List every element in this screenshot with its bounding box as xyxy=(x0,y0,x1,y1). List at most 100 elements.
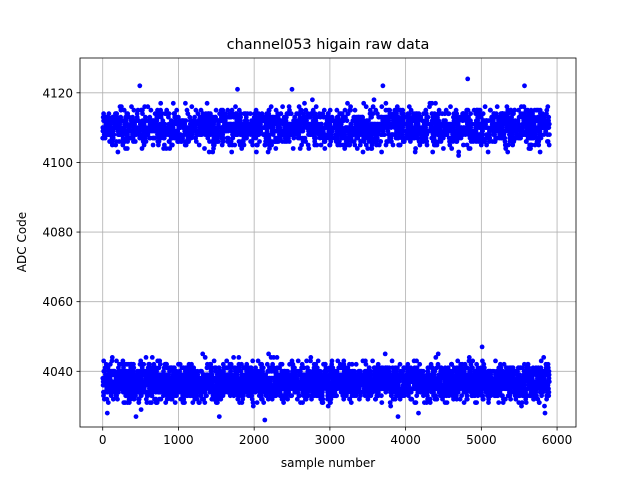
data-point xyxy=(286,139,292,144)
data-point xyxy=(312,111,318,117)
data-point xyxy=(189,104,195,110)
data-point xyxy=(400,132,405,138)
data-point xyxy=(301,365,307,371)
data-point xyxy=(148,107,154,113)
data-point xyxy=(310,107,316,113)
data-point xyxy=(116,389,121,395)
data-point xyxy=(162,142,167,148)
data-point xyxy=(216,139,222,144)
data-point xyxy=(269,142,274,148)
data-point xyxy=(225,135,231,141)
data-point xyxy=(320,400,326,405)
data-point xyxy=(225,365,230,371)
data-point xyxy=(230,135,236,141)
data-point xyxy=(357,142,363,148)
data-point xyxy=(449,361,455,367)
data-point xyxy=(232,142,238,148)
data-point xyxy=(391,114,397,120)
data-point xyxy=(260,365,266,371)
data-point xyxy=(196,142,202,148)
data-point xyxy=(322,146,328,151)
data-point xyxy=(382,132,387,138)
data-point xyxy=(420,368,426,374)
data-point xyxy=(443,107,449,113)
data-point xyxy=(387,107,393,113)
data-point xyxy=(163,146,169,151)
data-point xyxy=(348,400,354,405)
data-point xyxy=(308,358,313,364)
data-point xyxy=(321,107,327,113)
data-point xyxy=(145,104,151,110)
data-point xyxy=(213,107,219,113)
data-point xyxy=(363,361,369,367)
data-point xyxy=(424,142,430,148)
data-point xyxy=(342,132,348,138)
data-point xyxy=(353,361,359,367)
data-point xyxy=(169,396,175,402)
data-point xyxy=(449,146,455,151)
data-point xyxy=(202,400,208,405)
data-point xyxy=(257,139,262,144)
data-point xyxy=(473,128,479,134)
data-point xyxy=(211,358,217,364)
data-point xyxy=(348,107,353,113)
data-point xyxy=(288,111,294,117)
data-point xyxy=(254,400,260,405)
data-point xyxy=(455,358,461,364)
data-point xyxy=(212,368,218,374)
data-point xyxy=(352,142,358,148)
data-point xyxy=(101,358,107,364)
data-point xyxy=(278,111,284,117)
data-point xyxy=(365,146,371,151)
data-point xyxy=(305,389,311,395)
data-point xyxy=(213,114,219,120)
data-point xyxy=(413,146,418,151)
data-point xyxy=(417,142,423,148)
data-point xyxy=(446,393,452,399)
data-point xyxy=(204,393,209,399)
data-point xyxy=(220,139,226,144)
data-point xyxy=(285,396,290,402)
data-point xyxy=(330,365,336,371)
data-point xyxy=(164,396,170,402)
data-point xyxy=(438,139,444,144)
data-points xyxy=(100,76,552,423)
data-point xyxy=(202,146,207,151)
data-point xyxy=(342,107,348,113)
data-point xyxy=(435,361,441,367)
data-point xyxy=(409,396,415,402)
data-point xyxy=(395,365,400,371)
data-point xyxy=(109,355,115,360)
data-point xyxy=(468,111,473,117)
data-point xyxy=(149,355,155,360)
data-point xyxy=(466,114,471,120)
data-point xyxy=(477,107,483,113)
data-point xyxy=(166,111,172,117)
data-point xyxy=(349,361,355,367)
data-point xyxy=(465,107,471,113)
data-point xyxy=(195,111,201,117)
data-point xyxy=(362,393,368,399)
data-point xyxy=(433,355,439,360)
data-point xyxy=(239,361,244,367)
data-point xyxy=(432,111,437,117)
data-point xyxy=(297,393,302,399)
data-point xyxy=(427,396,433,402)
data-point xyxy=(382,351,388,357)
data-point xyxy=(430,149,436,155)
data-point xyxy=(417,361,423,367)
data-point xyxy=(152,135,158,141)
data-point xyxy=(139,146,145,151)
data-point xyxy=(376,389,381,395)
data-point xyxy=(192,114,198,120)
data-point xyxy=(120,389,126,395)
data-point xyxy=(354,146,360,151)
data-point xyxy=(236,355,242,360)
data-point xyxy=(383,100,389,106)
data-point xyxy=(387,400,393,405)
data-point xyxy=(302,100,307,106)
data-point xyxy=(143,139,149,144)
data-point xyxy=(141,361,147,367)
data-point xyxy=(140,107,145,113)
data-point xyxy=(238,111,244,117)
